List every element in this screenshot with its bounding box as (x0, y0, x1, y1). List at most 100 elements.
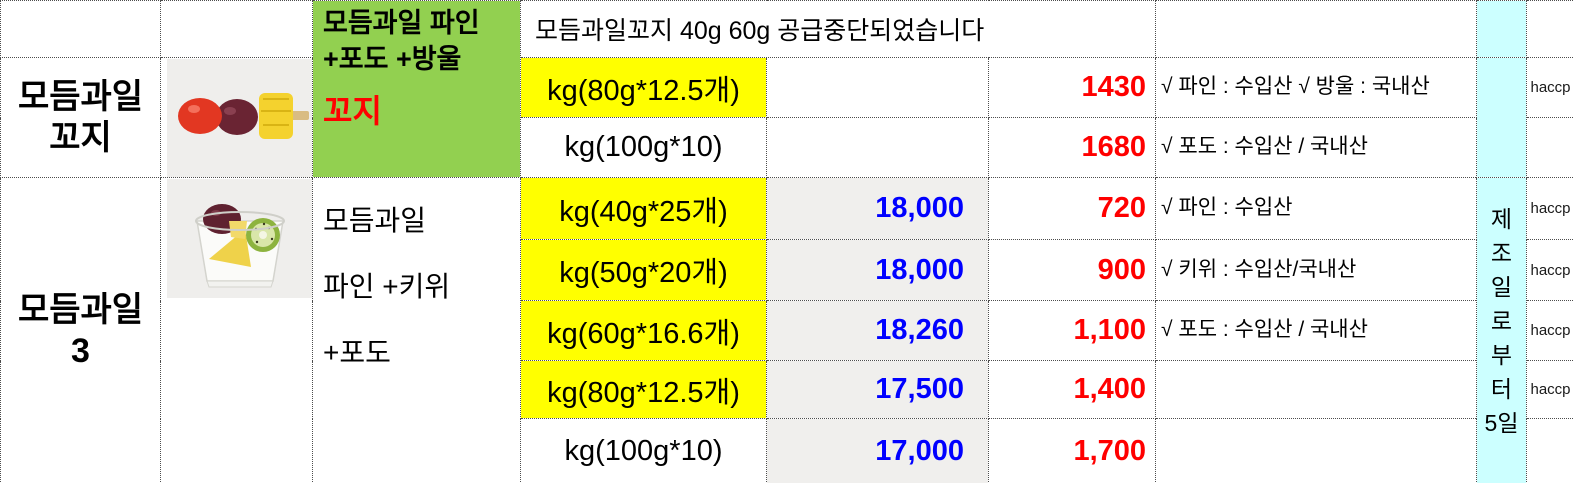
origin-text: √ 포도 : 수입산 / 국내산 (1161, 135, 1368, 159)
group1-title-line1: 모듬과일 (17, 77, 144, 116)
spec-label: kg(80g*12.5개) (547, 376, 740, 409)
cell-shelf-top[interactable] (1476, 0, 1528, 58)
group2-desc-line1: 모듬과일 (323, 205, 427, 236)
cell-unit-price-r2[interactable]: 1680 (987, 117, 1157, 178)
cell-spec-r2[interactable]: kg(100g*10) (520, 117, 767, 178)
cell-cert-r3[interactable]: haccp (1526, 177, 1574, 240)
shelf-life-char: 일 (1490, 274, 1513, 300)
cell-empty-g0[interactable] (1155, 0, 1478, 58)
spec-label: kg(50g*20개) (559, 257, 728, 289)
cell-origin-r7[interactable] (1155, 418, 1478, 483)
cell-price-r4[interactable]: 18,000 (766, 239, 989, 301)
origin-text: √ 키위 : 수입산/국내산 (1161, 257, 1357, 281)
unit-price-value: 1,400 (1073, 373, 1147, 405)
cell-spec-r1[interactable]: kg(80g*12.5개) (520, 57, 767, 118)
unit-price-value: 1680 (1081, 131, 1147, 163)
unit-price-value: 1,100 (1073, 314, 1147, 346)
group2-desc-line2: 파인 +키위 (323, 271, 451, 302)
spec-label: kg(40g*25개) (559, 195, 728, 228)
cell-group2-title[interactable]: 모듬과일 3 (0, 177, 161, 483)
haccp-label: haccp (1530, 200, 1571, 217)
cell-price-r1[interactable] (766, 57, 989, 118)
group2-desc-line3: +포도 (323, 337, 391, 368)
cell-unit-price-r6[interactable]: 1,400 (987, 360, 1157, 419)
cell-group2-photo[interactable] (160, 177, 313, 483)
cell-unit-price-r5[interactable]: 1,100 (987, 300, 1157, 361)
origin-text: √ 포도 : 수입산 / 국내산 (1161, 318, 1368, 342)
cell-price-r7[interactable]: 17,000 (766, 418, 989, 483)
cell-notice[interactable]: 모듬과일꼬지 40g 60g 공급중단되었습니다 (519, 0, 1157, 58)
cell-price-r5[interactable]: 18,260 (766, 300, 989, 361)
cell-price-r2[interactable] (766, 117, 989, 178)
cell-cert-r2[interactable] (1526, 117, 1574, 178)
price-value: 17,500 (875, 373, 964, 405)
cell-origin-r2[interactable]: √ 포도 : 수입산 / 국내산 (1155, 117, 1478, 178)
price-value: 18,260 (875, 314, 964, 346)
haccp-label: haccp (1530, 322, 1571, 339)
cell-group1-photo[interactable] (160, 57, 313, 178)
cell-group1-variant[interactable]: 모듬과일 파인 +포도 +방울 꼬지 (312, 0, 521, 178)
cell-origin-r6[interactable] (1155, 360, 1478, 419)
cell-shelf-group1[interactable] (1476, 57, 1528, 178)
cell-shelf-life[interactable]: 제 조 일 로 부 터 5일 (1476, 177, 1528, 483)
cell-cert-r6[interactable]: haccp (1526, 360, 1574, 419)
cell-price-r3[interactable]: 18,000 (766, 177, 989, 240)
cell-price-r6[interactable]: 17,500 (766, 360, 989, 419)
cell-spec-r3[interactable]: kg(40g*25개) (520, 177, 767, 240)
cell-origin-r3[interactable]: √ 파인 : 수입산 (1155, 177, 1478, 240)
origin-text: √ 파인 : 수입산 √ 방울 : 국내산 (1161, 75, 1430, 99)
cell-origin-r1[interactable]: √ 파인 : 수입산 √ 방울 : 국내산 (1155, 57, 1478, 118)
group1-title-line2: 꼬지 (49, 118, 112, 157)
cell-empty-a0[interactable] (0, 0, 161, 58)
spec-label: kg(80g*12.5개) (547, 74, 740, 107)
cell-spec-r5[interactable]: kg(60g*16.6개) (520, 300, 767, 361)
unit-price-value: 1430 (1081, 71, 1147, 103)
cell-spec-r7[interactable]: kg(100g*10) (520, 418, 767, 483)
unit-price-value: 1,700 (1073, 434, 1147, 467)
cell-spec-r4[interactable]: kg(50g*20개) (520, 239, 767, 301)
haccp-label: haccp (1530, 261, 1571, 279)
cell-unit-price-r3[interactable]: 720 (987, 177, 1157, 240)
shelf-life-char: 제 (1490, 206, 1513, 232)
fruit-cup-photo (167, 179, 312, 298)
group2-title-line2: 3 (71, 331, 90, 370)
price-value: 18,000 (875, 192, 964, 224)
price-value: 18,000 (875, 253, 964, 286)
cell-cert-r5[interactable]: haccp (1526, 300, 1574, 361)
group1-variant-line2: +포도 +방울 (323, 43, 462, 74)
fruit-skewer-photo (167, 59, 312, 177)
haccp-label: haccp (1530, 79, 1571, 96)
cell-cert-r7[interactable] (1526, 418, 1574, 483)
cell-group1-title[interactable]: 모듬과일 꼬지 (0, 57, 161, 178)
cell-unit-price-r4[interactable]: 900 (987, 239, 1157, 301)
cell-spec-r6[interactable]: kg(80g*12.5개) (520, 360, 767, 419)
cell-empty-i0[interactable] (1526, 0, 1574, 58)
price-value: 17,000 (875, 434, 964, 467)
cell-empty-b0[interactable] (160, 0, 313, 58)
unit-price-value: 900 (1097, 253, 1147, 286)
shelf-life-char: 조 (1490, 240, 1513, 266)
group1-variant-line1: 모듬과일 파인 (323, 8, 480, 38)
unit-price-value: 720 (1097, 192, 1147, 224)
spec-label: kg(60g*16.6개) (547, 317, 740, 350)
notice-text: 모듬과일꼬지 40g 60g 공급중단되었습니다 (535, 17, 985, 45)
group1-variant-highlight: 꼬지 (323, 93, 382, 130)
cell-cert-r4[interactable]: haccp (1526, 239, 1574, 301)
cell-unit-price-r1[interactable]: 1430 (987, 57, 1157, 118)
origin-text: √ 파인 : 수입산 (1161, 196, 1293, 220)
group2-title-line1: 모듬과일 (17, 290, 144, 329)
shelf-life-char: 5일 (1484, 410, 1519, 436)
spec-label: kg(100g*10) (564, 131, 723, 163)
shelf-life-char: 부 (1490, 342, 1513, 368)
shelf-life-char: 로 (1490, 308, 1513, 334)
cell-cert-r1[interactable]: haccp (1526, 57, 1574, 118)
cell-origin-r4[interactable]: √ 키위 : 수입산/국내산 (1155, 239, 1478, 301)
spec-label: kg(100g*10) (564, 434, 723, 467)
cell-unit-price-r7[interactable]: 1,700 (987, 418, 1157, 483)
haccp-label: haccp (1530, 381, 1571, 398)
shelf-life-char: 터 (1490, 376, 1513, 402)
cell-origin-r5[interactable]: √ 포도 : 수입산 / 국내산 (1155, 300, 1478, 361)
cell-group2-desc[interactable]: 모듬과일 파인 +키위 +포도 (312, 177, 521, 483)
